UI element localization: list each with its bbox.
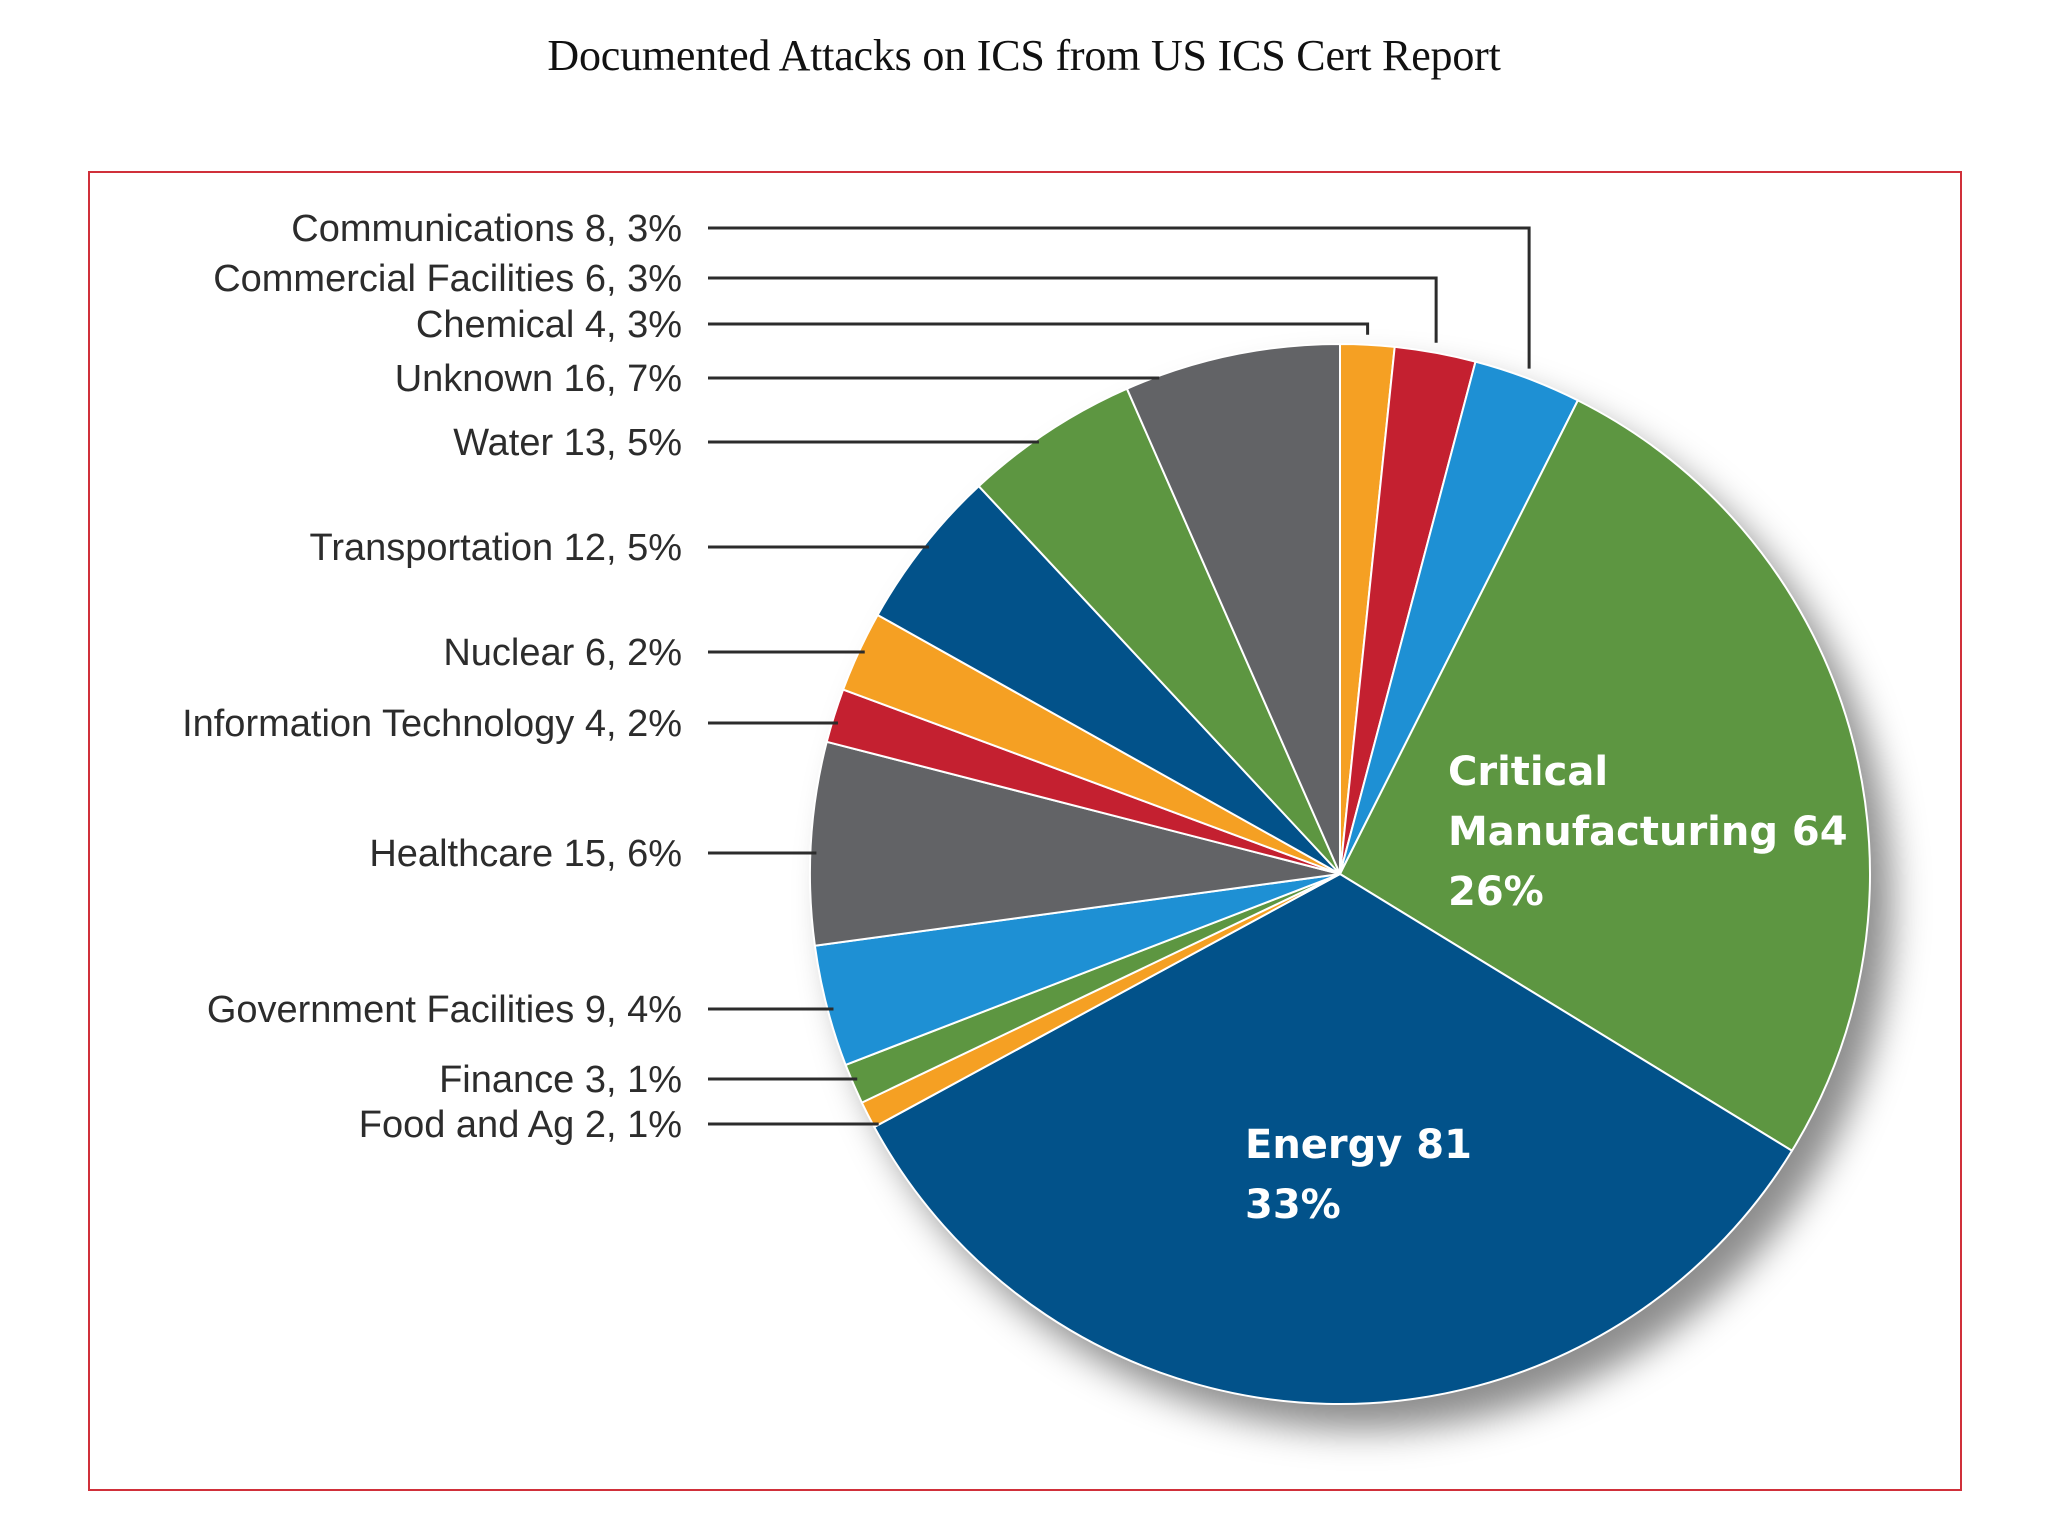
- slice-label-chemical: Chemical 4, 3%: [416, 304, 682, 346]
- pie-slice-critical-manufacturing: [1339, 399, 1871, 1152]
- slice-label-water: Water 13, 5%: [453, 422, 682, 464]
- slice-label-communications: Communications 8, 3%: [291, 208, 682, 250]
- pie-slice-healthcare: [809, 740, 1341, 947]
- pie-slice-unknown: [1125, 343, 1341, 875]
- slice-label-transportation: Transportation 12, 5%: [310, 527, 682, 569]
- slice-label-energy: Energy 81 33%: [1245, 1122, 1472, 1228]
- page-title: Documented Attacks on ICS from US ICS Ce…: [547, 31, 1501, 80]
- slice-label-unknown: Unknown 16, 7%: [395, 358, 682, 400]
- leader-line-commercial-facilities: [708, 276, 1438, 343]
- pie-chart: Chemical 4, 3%Commercial Facilities 6, 3…: [182, 208, 1892, 1430]
- slice-label-nuclear: Nuclear 6, 2%: [443, 632, 682, 674]
- slice-label-information-technology: Information Technology 4, 2%: [182, 703, 682, 745]
- slice-label-commercial-facilities: Commercial Facilities 6, 3%: [213, 258, 682, 300]
- pie-slice-water: [977, 387, 1341, 875]
- slice-label-food-and-ag: Food and Ag 2, 1%: [359, 1104, 682, 1146]
- slice-label-government-facilities: Government Facilities 9, 4%: [207, 989, 682, 1031]
- leader-line-chemical: [708, 322, 1370, 335]
- slice-label-critical-manufacturing: Critical Manufacturing 64 26%: [1448, 749, 1848, 915]
- chart-frame: Chemical 4, 3% Commercial Facilities 6, 3…: [88, 171, 1962, 1491]
- pie-slice-energy: [873, 873, 1793, 1405]
- slice-label-healthcare: Healthcare 15, 6%: [369, 833, 682, 875]
- slice-label-finance: Finance 3, 1%: [439, 1059, 682, 1101]
- leader-line-communications: [708, 226, 1531, 369]
